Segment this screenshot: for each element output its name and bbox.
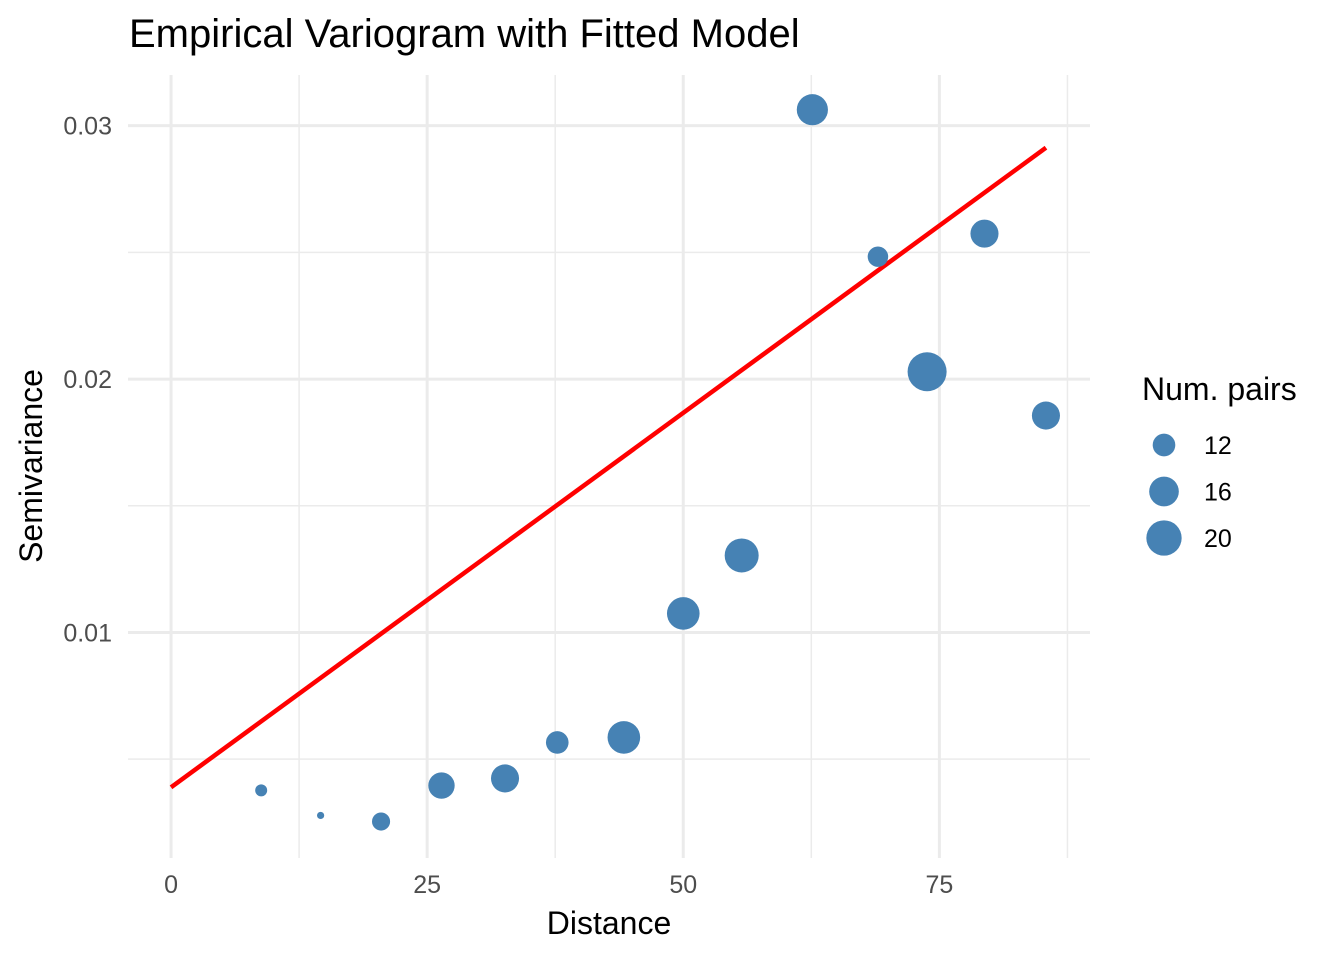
data-point bbox=[316, 811, 325, 820]
tick-labels: 0 25 50 75 0.01 0.02 0.03 bbox=[63, 113, 953, 899]
y-tick-label: 0.02 bbox=[63, 366, 112, 394]
data-point bbox=[666, 597, 700, 630]
y-tick-label: 0.03 bbox=[63, 113, 112, 141]
fitted-line bbox=[169, 145, 1048, 790]
data-point bbox=[428, 772, 455, 799]
data-point bbox=[907, 352, 947, 392]
legend-label: 12 bbox=[1204, 432, 1232, 460]
legend-label: 20 bbox=[1204, 525, 1232, 553]
points bbox=[255, 94, 1060, 831]
chart-title: Empirical Variogram with Fitted Model bbox=[129, 12, 800, 56]
data-point bbox=[724, 538, 759, 573]
legend-title: Num. pairs bbox=[1142, 371, 1297, 407]
y-tick-label: 0.01 bbox=[63, 619, 112, 647]
x-tick-label: 50 bbox=[669, 871, 697, 899]
data-point bbox=[545, 731, 569, 754]
legend-key bbox=[1146, 520, 1182, 556]
data-point bbox=[490, 764, 520, 793]
y-axis-label: Semivariance bbox=[13, 369, 49, 563]
data-point bbox=[796, 94, 828, 126]
data-point bbox=[970, 219, 999, 248]
x-axis-label: Distance bbox=[547, 905, 672, 941]
data-point bbox=[607, 721, 641, 754]
legend-label: 16 bbox=[1204, 479, 1232, 507]
x-tick-label: 0 bbox=[164, 871, 178, 899]
fitted-model bbox=[169, 145, 1048, 790]
legend-key bbox=[1149, 476, 1179, 507]
data-point bbox=[371, 812, 391, 831]
data-point bbox=[1031, 401, 1060, 430]
data-point bbox=[867, 246, 889, 267]
x-tick-label: 75 bbox=[925, 871, 953, 899]
x-tick-label: 25 bbox=[413, 871, 441, 899]
data-point bbox=[255, 784, 268, 797]
legend: Num. pairs 12 16 20 bbox=[1142, 371, 1297, 556]
legend-key bbox=[1152, 433, 1176, 457]
